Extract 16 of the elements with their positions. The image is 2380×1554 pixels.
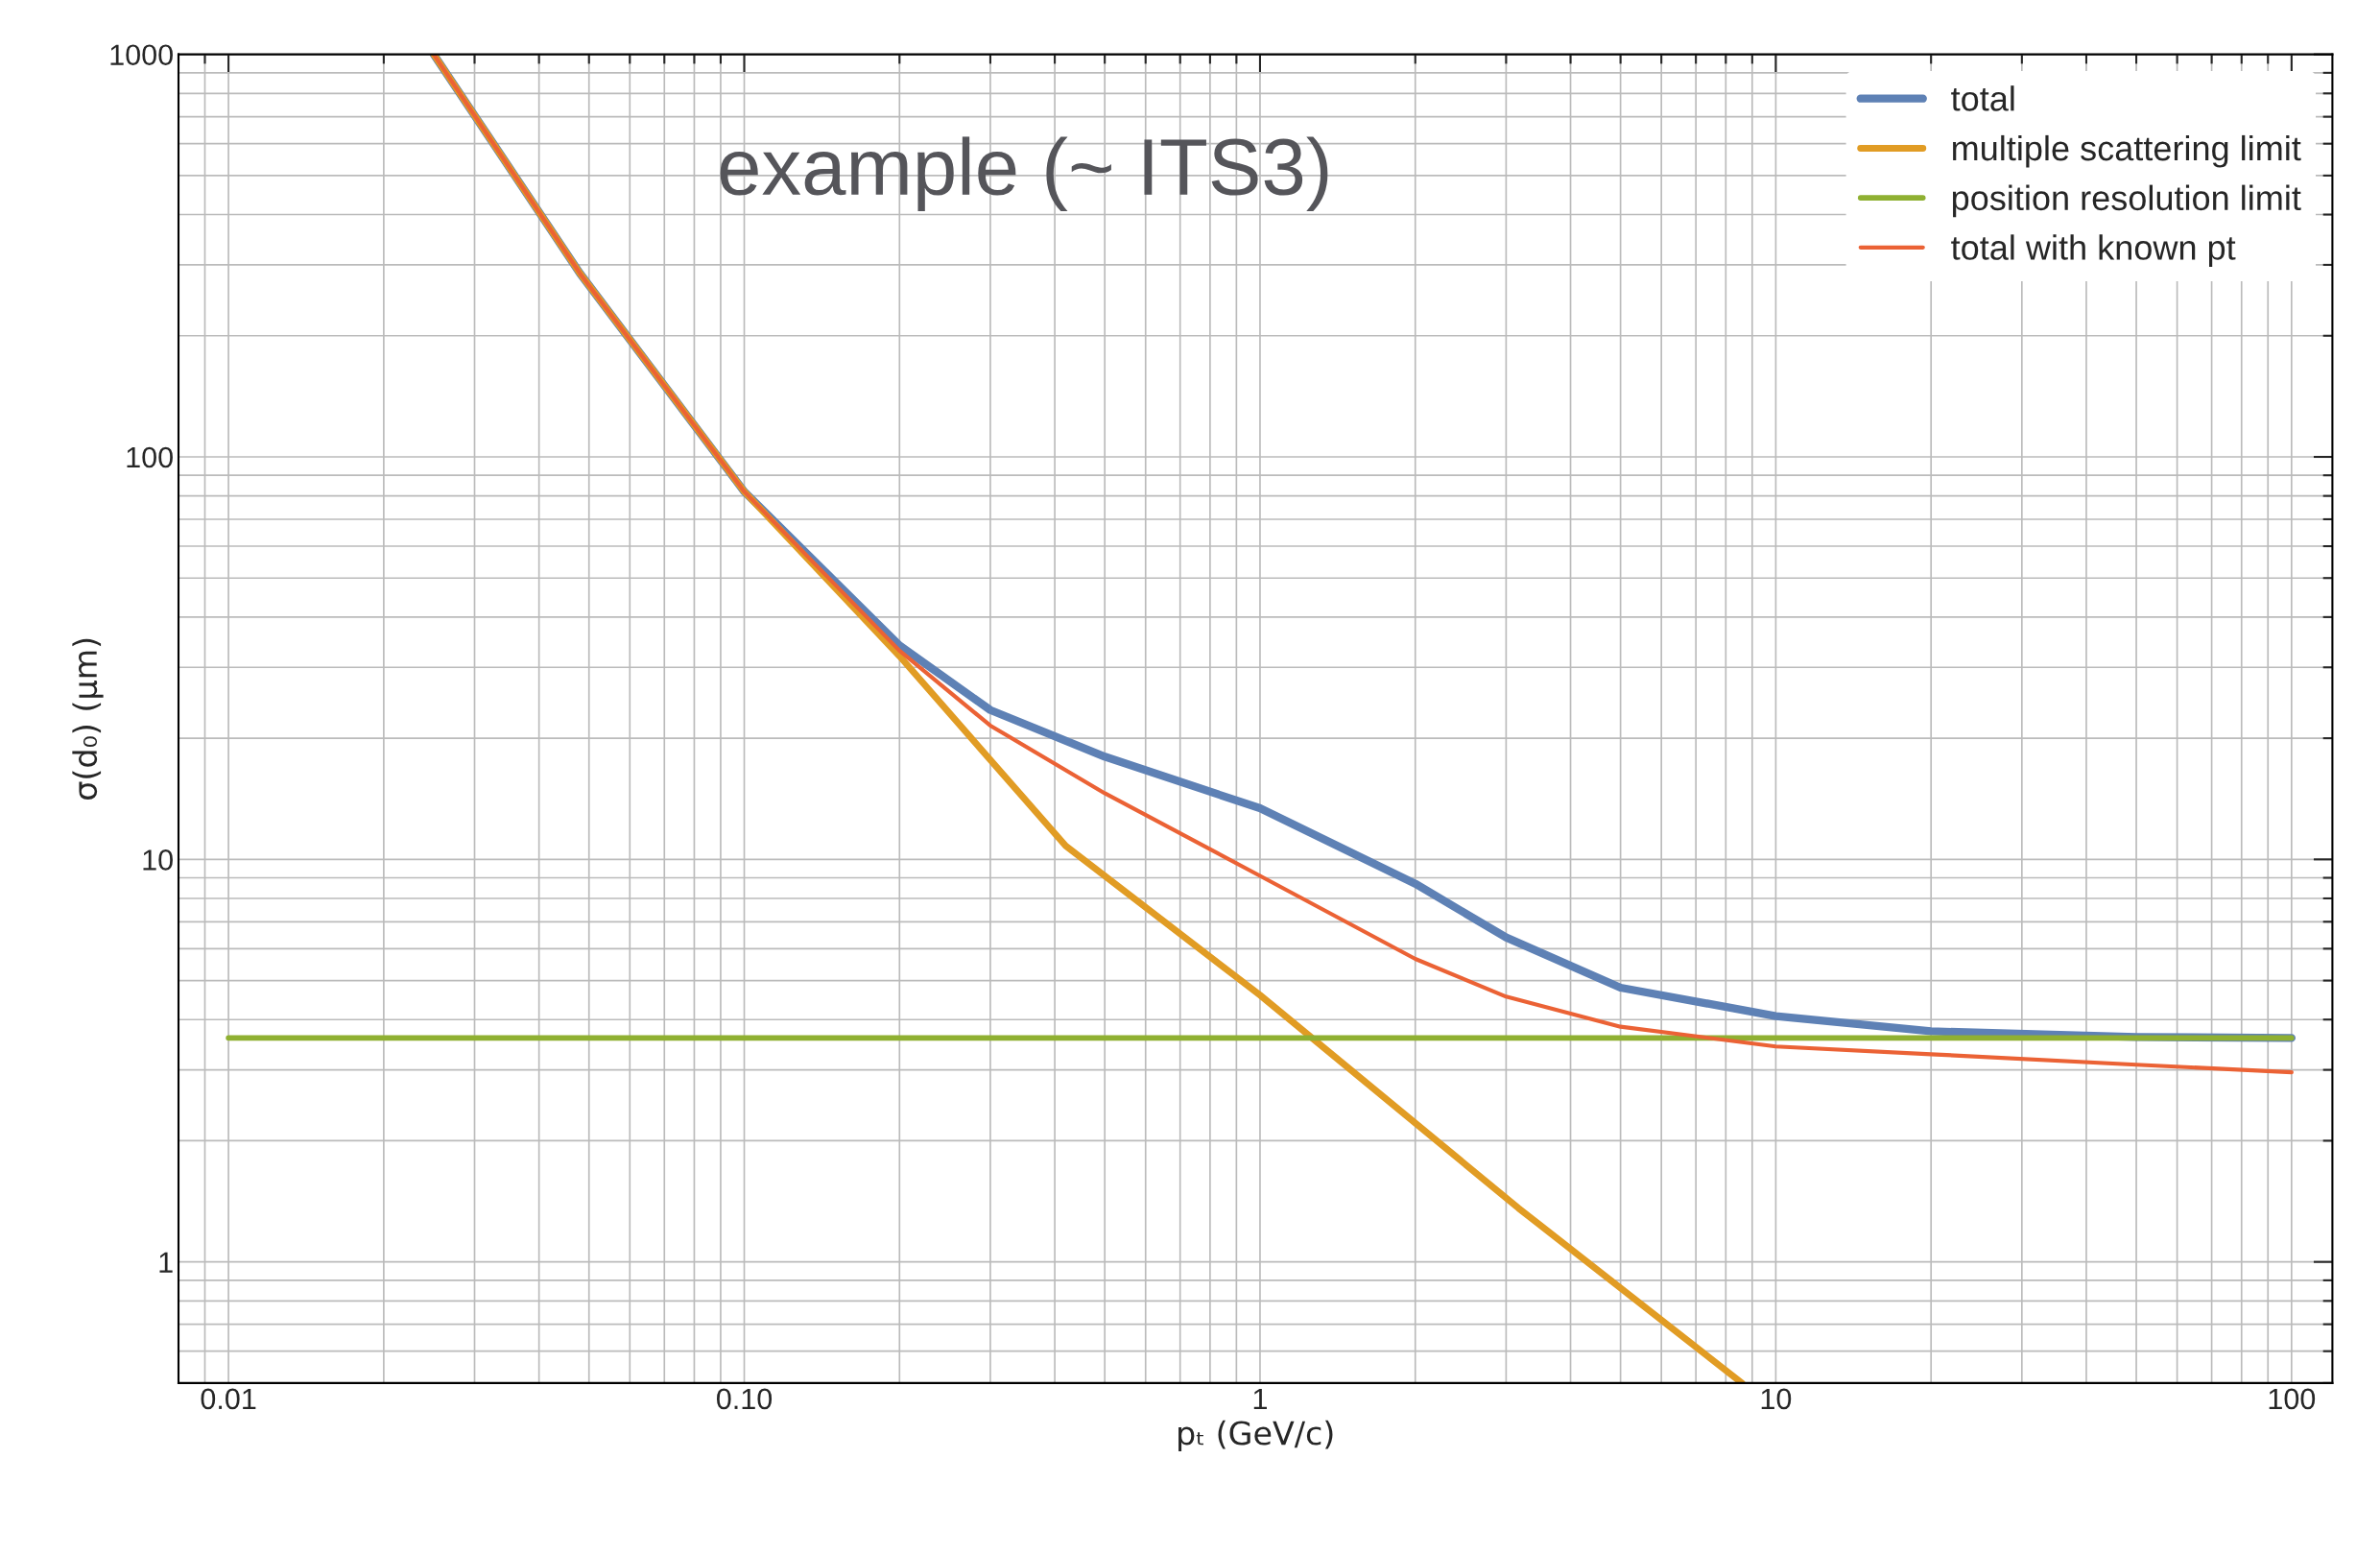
legend-label: multiple scattering limit	[1953, 134, 2301, 168]
legend-label: position resolution limit	[1952, 184, 2301, 218]
annotation: example (~ ITS3)	[720, 136, 1328, 212]
x-tick-label: 100	[2269, 1388, 2316, 1410]
y-tick-label: 1	[159, 1252, 173, 1273]
y-tick-label: 100	[127, 446, 173, 468]
y-tick-label: 1000	[110, 44, 173, 66]
x-tick-label: 0.01	[201, 1388, 256, 1410]
x-tick-label: 0.10	[716, 1388, 773, 1410]
y-tick-label: 10	[143, 849, 173, 871]
y-axis-title: σ(d₀) (μm)	[72, 638, 104, 800]
legend-label: total with known pt	[1951, 234, 2236, 267]
x-axis-title: pₜ (GeV/c)	[1178, 1420, 1333, 1452]
legend-label: total	[1951, 85, 2014, 111]
x-tick-label: 10	[1761, 1388, 1792, 1410]
x-tick-label: 1	[1253, 1388, 1267, 1409]
